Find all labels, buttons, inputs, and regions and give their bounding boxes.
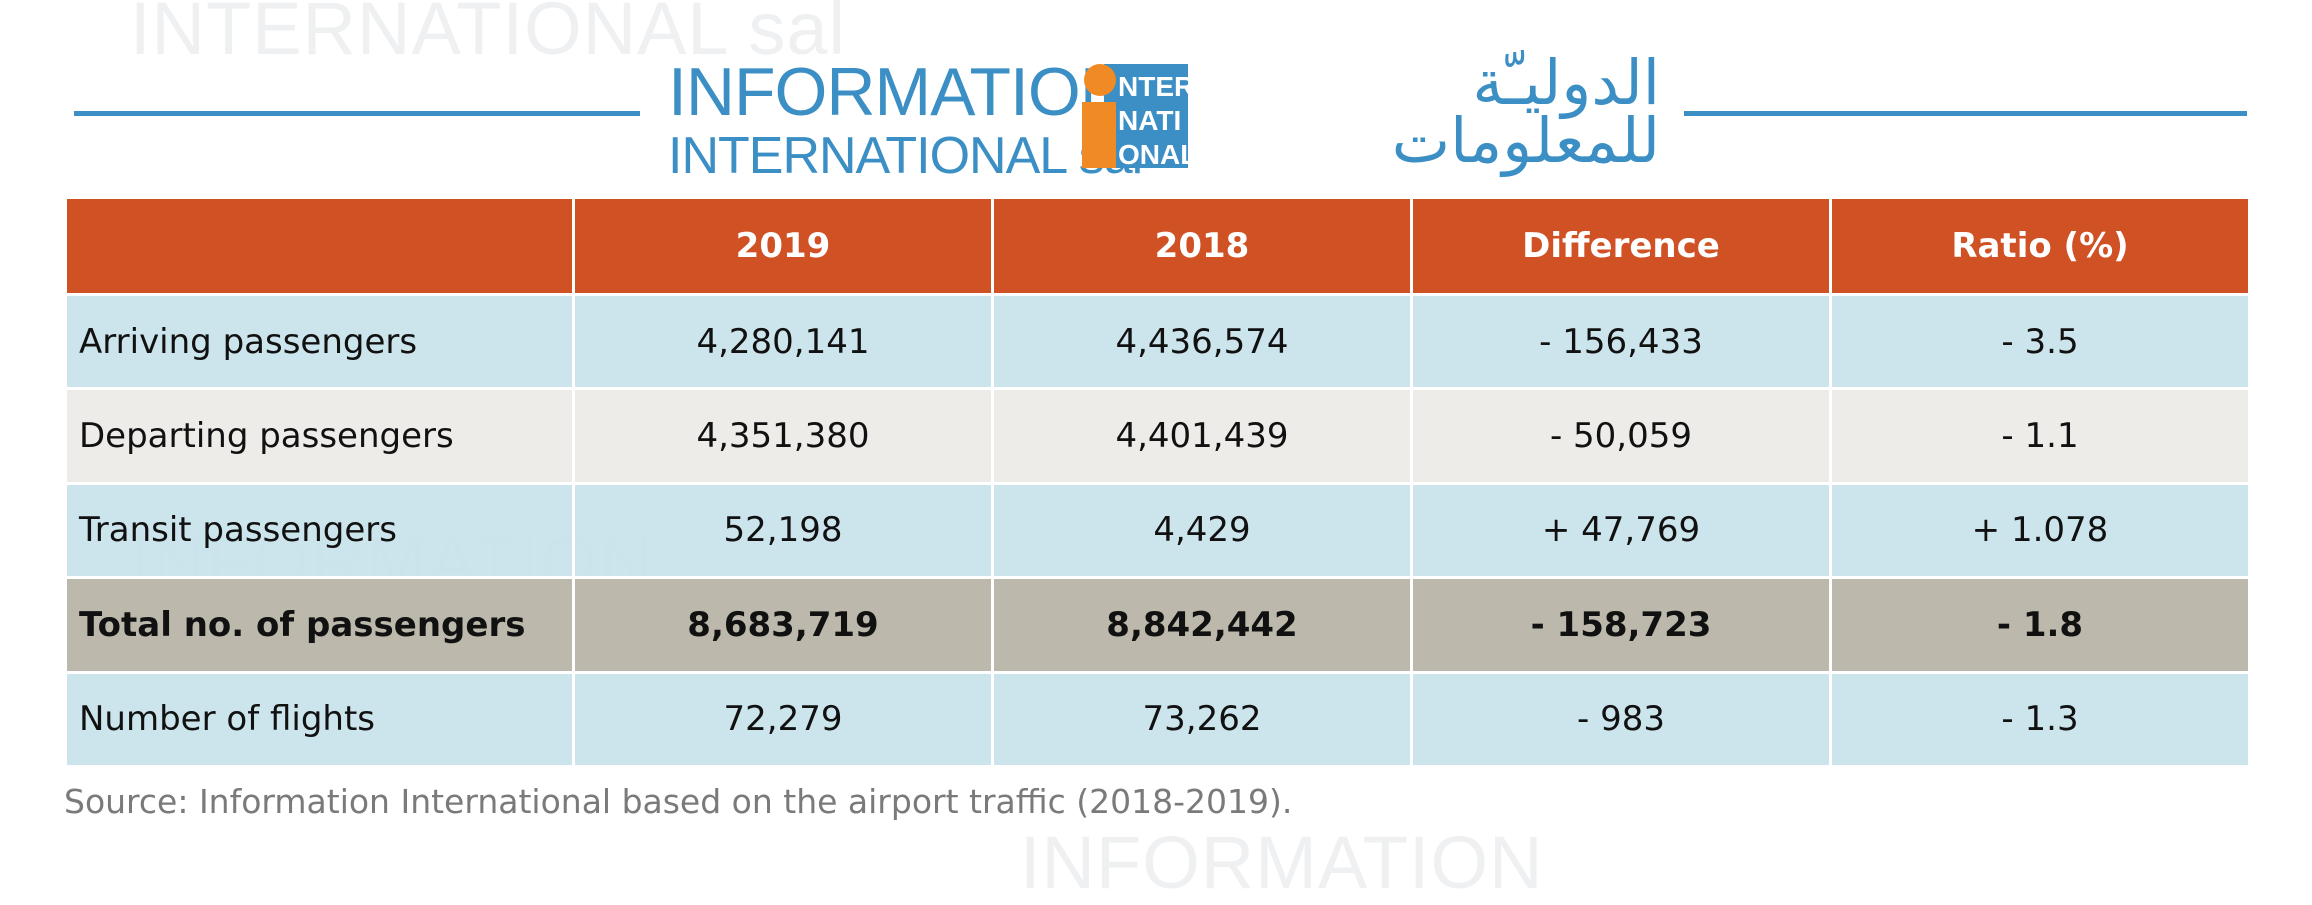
logo-mark-icon: NTER NATI ONAL (1082, 64, 1190, 170)
cell-2018: 8,842,442 (991, 576, 1413, 674)
logo-line-international: INTERNATIONAL sal (668, 127, 1143, 185)
row-label: Number of flights (64, 670, 575, 769)
table-row-transit: Transit passengers 52,198 4,429 + 47,769… (64, 481, 2251, 580)
cell-ratio: - 1.1 (1829, 387, 2251, 485)
cell-ratio: + 1.078 (1829, 481, 2251, 580)
logo-arabic-text: الدوليـّة للمعلومات (1220, 46, 1660, 177)
logo-line-information: INFORMATION (668, 54, 1129, 130)
watermark-bottom: INFORMATION (1020, 821, 1544, 904)
cell-difference: - 158,723 (1410, 576, 1832, 674)
cell-2019: 4,280,141 (572, 292, 994, 391)
row-label: Departing passengers (64, 387, 575, 485)
logo-mark-line-2: NATI (1118, 105, 1181, 136)
table-row-arriving: Arriving passengers 4,280,141 4,436,574 … (64, 292, 2251, 391)
header: INFORMATION INTERNATIONAL sal NTER NATI … (0, 0, 2312, 190)
header-cell-2018: 2018 (991, 196, 1413, 296)
logo: INFORMATION INTERNATIONAL sal NTER NATI … (660, 46, 1670, 183)
header-cell-2019: 2019 (572, 196, 994, 296)
cell-2019: 52,198 (572, 481, 994, 580)
row-label: Total no. of passengers (64, 576, 575, 674)
table-row-total: Total no. of passengers 8,683,719 8,842,… (64, 576, 2251, 674)
cell-2018: 4,436,574 (991, 292, 1413, 391)
cell-2019: 4,351,380 (572, 387, 994, 485)
logo-arabic-line-1: الدوليـّة (1472, 46, 1660, 119)
header-cell-label (64, 196, 575, 296)
cell-2019: 72,279 (572, 670, 994, 769)
logo-english-text: INFORMATION INTERNATIONAL sal (668, 54, 1143, 185)
logo-mark-line-1: NTER (1118, 71, 1190, 102)
row-label: Arriving passengers (64, 292, 575, 391)
cell-ratio: - 3.5 (1829, 292, 2251, 391)
cell-difference: - 50,059 (1410, 387, 1832, 485)
cell-ratio: - 1.3 (1829, 670, 2251, 769)
row-label: Transit passengers (64, 481, 575, 580)
cell-difference: - 983 (1410, 670, 1832, 769)
table-row-flights: Number of flights 72,279 73,262 - 983 - … (64, 670, 2251, 769)
cell-2018: 4,429 (991, 481, 1413, 580)
header-cell-difference: Difference (1410, 196, 1832, 296)
cell-2019: 8,683,719 (572, 576, 994, 674)
logo-mark-line-3: ONAL (1118, 139, 1190, 170)
table-row-departing: Departing passengers 4,351,380 4,401,439… (64, 387, 2251, 485)
cell-difference: + 47,769 (1410, 481, 1832, 580)
header-rule-right (1684, 111, 2247, 116)
table-header-row: 2019 2018 Difference Ratio (%) (64, 196, 2251, 296)
cell-ratio: - 1.8 (1829, 576, 2251, 674)
watermark-top: INTERNATIONAL sal (130, 0, 846, 70)
cell-2018: 73,262 (991, 670, 1413, 769)
source-note: Source: Information International based … (64, 782, 1293, 821)
header-rule-left (74, 111, 640, 116)
logo-arabic-line-2: للمعلومات (1391, 104, 1660, 177)
cell-2018: 4,401,439 (991, 387, 1413, 485)
cell-difference: - 156,433 (1410, 292, 1832, 391)
passenger-traffic-table: 2019 2018 Difference Ratio (%) Arriving … (64, 196, 2251, 769)
header-cell-ratio: Ratio (%) (1829, 196, 2251, 296)
